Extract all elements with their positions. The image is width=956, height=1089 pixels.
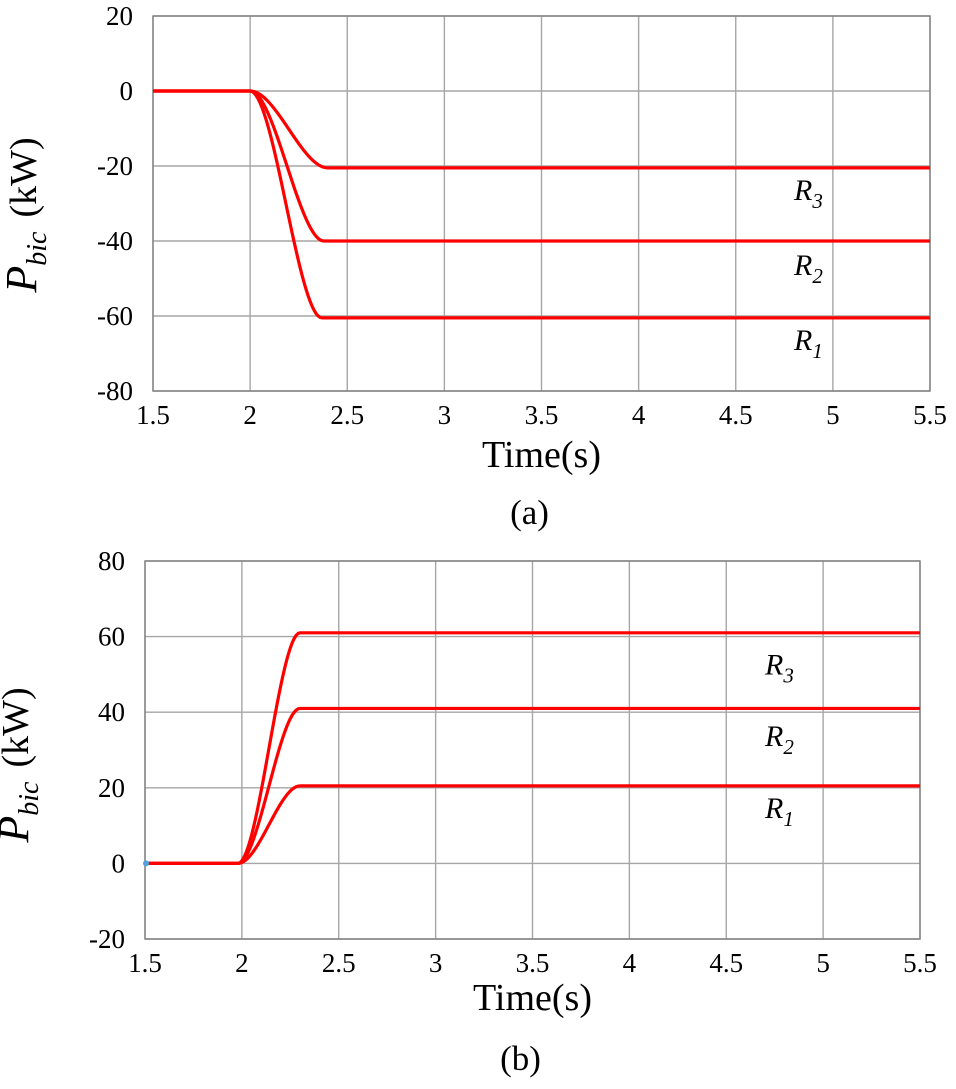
series-label-subscript: 1 bbox=[783, 807, 794, 831]
series-line-r3 bbox=[153, 89, 930, 170]
y-axis-title: Pbic (kW) bbox=[0, 137, 53, 293]
y-axis-title-subscript: bic bbox=[22, 231, 53, 266]
y-axis-title-main: P bbox=[0, 816, 38, 844]
series-label-subscript: 2 bbox=[812, 264, 823, 288]
series-label-main: R bbox=[793, 324, 812, 357]
series-label-main: R bbox=[764, 648, 783, 681]
x-tick-label: 3.5 bbox=[516, 948, 550, 978]
series-line-r2 bbox=[153, 89, 930, 243]
y-axis-title-main: P bbox=[0, 266, 46, 294]
series-label-main: R bbox=[764, 720, 783, 753]
x-axis-title: Time(s) bbox=[473, 977, 592, 1019]
series-label-r1: R1 bbox=[764, 792, 794, 831]
panel-caption: (b) bbox=[500, 1039, 541, 1078]
plot-area-frame bbox=[152, 15, 931, 392]
x-tick-label: 2 bbox=[235, 948, 249, 978]
y-tick-label: -60 bbox=[97, 301, 133, 331]
panel-a-chart: 20 0 -20 -40 -60 -801.5 2 2.5 3 3.5 4 4.5 5 5.5 Time(s… bbox=[0, 1, 947, 532]
series-line-r1 bbox=[145, 784, 920, 866]
x-tick-label: 5 bbox=[826, 400, 840, 430]
x-tick-label: 2.5 bbox=[322, 948, 356, 978]
series-label-r3: R3 bbox=[764, 648, 794, 687]
y-tick-label: -20 bbox=[89, 924, 125, 954]
series-label-r2: R2 bbox=[793, 249, 823, 288]
panel-b-chart: 80 60 40 20 0 -201.5 2 2.5 3 3.5 4 4.5 5 5.5 Time(s) Pb… bbox=[0, 546, 937, 1078]
series-line-r2 bbox=[145, 706, 920, 866]
y-tick-label: 20 bbox=[98, 773, 125, 803]
y-axis-title-subscript: bic bbox=[14, 781, 45, 816]
y-axis-title: Pbic (kW) bbox=[0, 687, 45, 843]
x-tick-label: 2 bbox=[243, 400, 257, 430]
x-tick-label: 4 bbox=[632, 400, 646, 430]
panel-caption: (a) bbox=[510, 493, 549, 532]
x-axis-title: Time(s) bbox=[482, 434, 601, 476]
x-tick-label: 5.5 bbox=[903, 948, 937, 978]
y-tick-label: -80 bbox=[97, 376, 133, 406]
series-label-r3: R3 bbox=[793, 174, 823, 213]
series-label-subscript: 3 bbox=[811, 189, 823, 213]
y-tick-label: 20 bbox=[106, 1, 133, 31]
x-tick-label: 3.5 bbox=[525, 400, 559, 430]
y-axis-title-unit: (kW) bbox=[0, 687, 37, 767]
series-label-main: R bbox=[793, 174, 812, 207]
x-tick-label: 3 bbox=[438, 400, 452, 430]
y-tick-label: 40 bbox=[98, 697, 125, 727]
y-tick-label: -40 bbox=[97, 226, 133, 256]
y-tick-label: 0 bbox=[120, 76, 134, 106]
x-tick-label: 3 bbox=[429, 948, 443, 978]
x-tick-label: 5 bbox=[816, 948, 830, 978]
x-tick-label: 2.5 bbox=[330, 400, 364, 430]
x-tick-label: 1.5 bbox=[136, 400, 170, 430]
series-label-subscript: 2 bbox=[783, 735, 794, 759]
start-marker bbox=[143, 860, 149, 867]
series-label-subscript: 1 bbox=[812, 339, 823, 363]
series-label-r1: R1 bbox=[793, 324, 823, 363]
y-tick-label: 0 bbox=[112, 848, 126, 878]
series-label-subscript: 3 bbox=[782, 663, 794, 687]
x-tick-label: 5.5 bbox=[913, 400, 947, 430]
y-axis-title-unit: (kW) bbox=[3, 137, 45, 217]
x-tick-label: 4.5 bbox=[709, 948, 743, 978]
plot-area-frame bbox=[144, 560, 921, 940]
x-tick-label: 4.5 bbox=[719, 400, 753, 430]
y-tick-label: 60 bbox=[98, 622, 125, 652]
y-tick-label: -20 bbox=[97, 151, 133, 181]
series-label-main: R bbox=[793, 249, 812, 282]
y-tick-label: 80 bbox=[98, 546, 125, 576]
x-tick-label: 4 bbox=[623, 948, 637, 978]
series-line-r3 bbox=[145, 631, 920, 866]
x-tick-label: 1.5 bbox=[128, 948, 162, 978]
series-label-main: R bbox=[764, 792, 783, 825]
series-label-r2: R2 bbox=[764, 720, 794, 759]
series-line-r1 bbox=[153, 89, 930, 320]
